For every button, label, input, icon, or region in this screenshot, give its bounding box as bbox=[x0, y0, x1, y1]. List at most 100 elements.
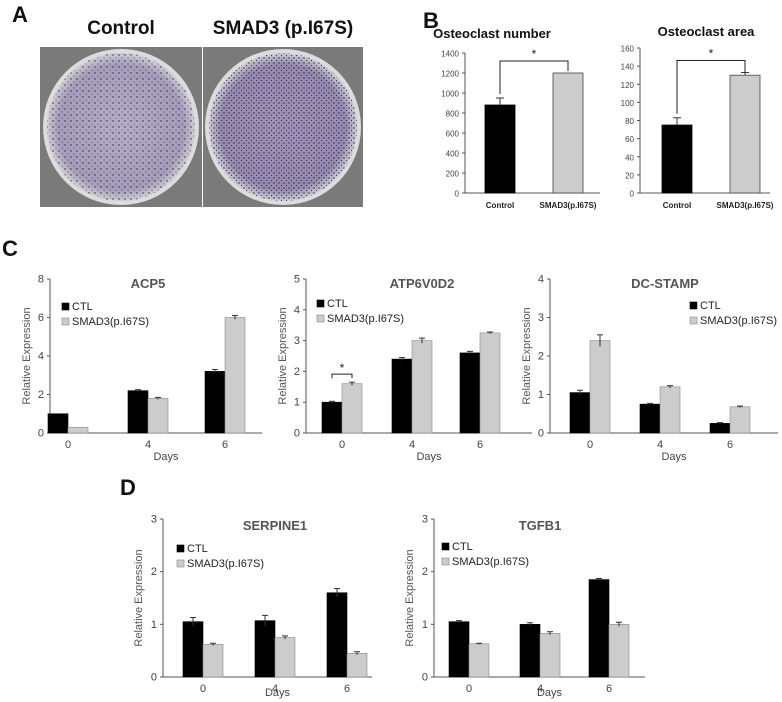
atp6v0d2-xtick-label: 0 bbox=[339, 439, 345, 451]
atp6v0d2-significance-star: * bbox=[340, 361, 345, 375]
dc-stamp-legend-label-ctl: CTL bbox=[700, 300, 721, 312]
serpine1-ytick-label: 2 bbox=[151, 566, 157, 578]
atp6v0d2-bar-ctl bbox=[459, 352, 481, 434]
tgfb1-bar-smad3 bbox=[468, 643, 490, 678]
atp6v0d2-significance-bracket bbox=[331, 373, 353, 379]
acp5-bar-ctl bbox=[127, 390, 149, 434]
atp6v0d2-bar-smad3 bbox=[411, 340, 433, 434]
tgfb1-ytick-label: 0 bbox=[422, 672, 428, 684]
atp6v0d2-ytick-label: 3 bbox=[294, 335, 300, 347]
dc-stamp-bar-smad3 bbox=[659, 386, 681, 434]
osteoclast-area-ytick-label: 140 bbox=[621, 63, 635, 72]
dc-stamp-chart: DC-STAMP 0 1 2 3 4 Relative Expression Days 0 4 6 C… bbox=[521, 274, 778, 463]
dc-stamp-ylabel: Relative Expression bbox=[521, 307, 533, 404]
atp6v0d2-ytick-label: 0 bbox=[294, 428, 300, 440]
atp6v0d2-title: ATP6V0D2 bbox=[390, 276, 455, 291]
osteoclast-area-ytick-label: 80 bbox=[625, 117, 634, 126]
osteoclast-area-ytick-label: 120 bbox=[621, 81, 635, 90]
atp6v0d2-chart: ATP6V0D2 0 1 2 3 4 5 Relative Expression Days 0 4 6… bbox=[277, 274, 532, 463]
atp6v0d2-bar-smad3 bbox=[479, 332, 501, 434]
atp6v0d2-legend-label-ctl: CTL bbox=[327, 298, 348, 310]
dc-stamp-bar-smad3 bbox=[729, 406, 751, 434]
tgfb1-legend-label-ctl: CTL bbox=[452, 541, 473, 553]
serpine1-bar-smad3 bbox=[346, 652, 368, 678]
atp6v0d2-ytick-label: 2 bbox=[294, 366, 300, 378]
osteoclast-area-xtick-label: SMAD3(p.I67S) bbox=[717, 201, 774, 210]
atp6v0d2-xlabel: Days bbox=[416, 451, 442, 463]
serpine1-ytick-label: 0 bbox=[151, 672, 157, 684]
tgfb1-xlabel: Days bbox=[537, 687, 563, 699]
acp5-title: ACP5 bbox=[131, 276, 166, 291]
serpine1-xtick-label: 6 bbox=[344, 683, 350, 695]
osteoclast-area-ytick-label: 60 bbox=[625, 135, 634, 144]
osteoclast-area-ytick-label: 100 bbox=[621, 99, 635, 108]
serpine1-legend-label-ctl: CTL bbox=[187, 543, 208, 555]
osteoclast-area-significance-star: * bbox=[709, 46, 714, 60]
acp5-bar-ctl bbox=[47, 413, 69, 434]
tgfb1-ytick-label: 2 bbox=[422, 566, 428, 578]
osteoclast-number-significance-bracket bbox=[499, 60, 569, 94]
dc-stamp-xtick-label: 4 bbox=[657, 439, 663, 451]
serpine1-legend-label-smad3: SMAD3(p.I67S) bbox=[187, 558, 264, 570]
serpine1-bar-ctl bbox=[254, 620, 276, 678]
acp5-bar-smad3 bbox=[224, 317, 246, 434]
dc-stamp-bar-ctl bbox=[639, 403, 661, 434]
serpine1-xtick-label: 4 bbox=[272, 683, 278, 695]
dc-stamp-xtick-label: 0 bbox=[587, 439, 593, 451]
acp5-ytick-label: 4 bbox=[38, 351, 44, 363]
dc-stamp-bar-smad3 bbox=[589, 340, 611, 434]
acp5-ytick-label: 2 bbox=[38, 389, 44, 401]
osteoclast-number-ytick-label: 0 bbox=[455, 190, 460, 199]
acp5-legend-swatch-smad3 bbox=[61, 317, 70, 326]
micrograph-control bbox=[40, 47, 202, 207]
dc-stamp-title: DC-STAMP bbox=[631, 276, 699, 291]
tgfb1-bar-ctl bbox=[588, 579, 610, 678]
serpine1-legend-swatch-ctl bbox=[176, 544, 185, 553]
acp5-xtick-label: 0 bbox=[65, 439, 71, 451]
atp6v0d2-ytick-label: 5 bbox=[294, 274, 300, 286]
dc-stamp-bar-ctl bbox=[709, 423, 731, 434]
dc-stamp-ytick-label: 2 bbox=[538, 351, 544, 363]
serpine1-bar-smad3 bbox=[274, 637, 296, 678]
osteoclast-number-ytick-label: 200 bbox=[446, 170, 460, 179]
serpine1-xtick-label: 0 bbox=[200, 683, 206, 695]
atp6v0d2-legend-label-smad3: SMAD3(p.I67S) bbox=[327, 313, 404, 325]
serpine1-bar-ctl bbox=[182, 621, 204, 678]
tgfb1-bar-smad3 bbox=[608, 624, 630, 678]
serpine1-bar-smad3 bbox=[202, 644, 224, 678]
serpine1-ylabel: Relative Expression bbox=[133, 549, 145, 646]
acp5-ytick-label: 8 bbox=[38, 274, 44, 286]
serpine1-chart: SERPINE1 0 1 2 3 Relative Expression Days 0 4 6 CT… bbox=[133, 514, 372, 699]
dc-stamp-ytick-label: 0 bbox=[538, 428, 544, 440]
tgfb1-legend-swatch-smad3 bbox=[441, 557, 450, 566]
tgfb1-ytick-label: 3 bbox=[422, 514, 428, 526]
tgfb1-legend-swatch-ctl bbox=[441, 542, 450, 551]
acp5-legend-label-smad3: SMAD3(p.I67S) bbox=[72, 316, 149, 328]
osteoclast-area-bar-control bbox=[661, 124, 693, 194]
osteoclast-number-bar-smad3 bbox=[552, 72, 584, 194]
osteoclast-number-ytick-label: 800 bbox=[446, 110, 460, 119]
serpine1-ytick-label: 3 bbox=[151, 514, 157, 526]
panel-letter-b: B bbox=[423, 8, 439, 33]
tgfb1-bar-smad3 bbox=[539, 632, 561, 678]
panel-letter-c: C bbox=[2, 236, 18, 261]
osteoclast-number-ytick-label: 1400 bbox=[441, 50, 459, 59]
serpine1-ytick-label: 1 bbox=[151, 619, 157, 631]
acp5-ylabel: Relative Expression bbox=[21, 307, 33, 404]
panel-letter-a: A bbox=[12, 2, 28, 27]
dc-stamp-legend-swatch-ctl bbox=[689, 301, 698, 310]
dc-stamp-xtick-label: 6 bbox=[727, 439, 733, 451]
atp6v0d2-ylabel: Relative Expression bbox=[277, 307, 289, 404]
osteoclast-number-significance-star: * bbox=[532, 47, 537, 61]
dc-stamp-legend-swatch-smad3 bbox=[689, 316, 698, 325]
tgfb1-xtick-label: 0 bbox=[466, 683, 472, 695]
acp5-ytick-label: 0 bbox=[38, 428, 44, 440]
osteoclast-number-xtick-label: SMAD3(p.I67S) bbox=[540, 201, 597, 210]
acp5-legend-swatch-ctl bbox=[61, 302, 70, 311]
osteoclast-area-chart: Osteoclast area 0 20 40 60 80 100 120 140 160 Cont… bbox=[621, 24, 774, 210]
acp5-bar-ctl bbox=[204, 371, 226, 434]
osteoclast-number-ytick-label: 1200 bbox=[441, 70, 459, 79]
micrograph-smad3-image bbox=[203, 47, 363, 207]
dc-stamp-ytick-label: 4 bbox=[538, 274, 544, 286]
serpine1-title: SERPINE1 bbox=[243, 518, 307, 533]
